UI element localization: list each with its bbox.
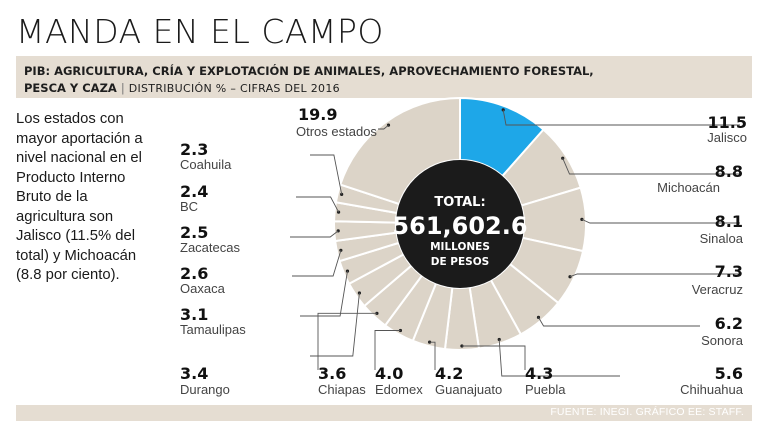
leader-line-coahuila: [310, 154, 343, 195]
leader-dot-chiapas: [375, 311, 379, 315]
leader-line-otros-estados: [378, 124, 389, 130]
value-label-chihuahua: 5.6: [715, 364, 743, 383]
category-label-coahuila: Coahuila: [180, 157, 232, 172]
value-label-edomex: 4.0: [375, 364, 403, 383]
center-total: 561,602.6: [392, 212, 527, 240]
leader-line-chiapas: [317, 312, 377, 370]
leader-line-veracruz: [569, 273, 740, 278]
leader-dot-edomex: [398, 328, 403, 333]
category-label-puebla: Puebla: [525, 382, 566, 397]
center-label: TOTAL:: [434, 195, 485, 210]
center-disc: [396, 160, 524, 288]
value-label-zacatecas: 2.5: [180, 223, 208, 242]
leader-line-durango: [310, 292, 360, 357]
value-label-coahuila: 2.3: [180, 140, 208, 159]
category-label-edomex: Edomex: [375, 382, 423, 397]
category-label-chihuahua: Chihuahua: [680, 382, 744, 397]
center-disc-group: TOTAL: 561,602.6 MILLONES DE PESOS: [392, 160, 528, 288]
value-label-durango: 3.4: [180, 364, 208, 383]
slices-layer: [333, 96, 587, 351]
leader-line-michoacan: [562, 158, 740, 175]
value-label-puebla: 4.3: [525, 364, 553, 383]
leader-line-guanajuato: [429, 341, 436, 370]
leader-line-oaxaca: [292, 250, 342, 277]
category-label-tamaulipas: Tamaulipas: [180, 322, 246, 337]
category-label-zacatecas: Zacatecas: [180, 240, 240, 255]
leader-lines-layer: [290, 108, 740, 377]
value-label-bc: 2.4: [180, 182, 208, 201]
center-unit-2: DE PESOS: [431, 256, 489, 268]
value-label-tamaulipas: 3.1: [180, 305, 208, 324]
category-label-michoacan: Michoacán: [657, 180, 720, 195]
category-label-bc: BC: [180, 199, 198, 214]
subtitle-note: DISTRIBUCIÓN % – CIFRAS DEL 2016: [128, 82, 340, 95]
value-label-jalisco: 11.5: [708, 113, 747, 132]
category-label-jalisco: Jalisco: [707, 130, 747, 145]
sidebar-text: Los estados con mayor aportación a nivel…: [16, 111, 143, 283]
category-label-sonora: Sonora: [701, 333, 744, 348]
center-unit-1: MILLONES: [430, 241, 490, 253]
leader-line-bc: [296, 196, 339, 213]
value-label-sinaloa: 8.1: [715, 212, 743, 231]
leader-line-puebla: [461, 345, 526, 370]
subtitle-line-2: PESCA Y CAZA | DISTRIBUCIÓN % – CIFRAS DEL…: [24, 80, 752, 97]
subtitle-separator: |: [120, 81, 125, 95]
subtitle-text-2: PESCA Y CAZA: [24, 81, 117, 95]
category-label-sinaloa: Sinaloa: [700, 231, 744, 246]
category-label-guanajuato: Guanajuato: [435, 382, 502, 397]
category-label-veracruz: Veracruz: [692, 282, 743, 297]
value-label-chiapas: 3.6: [318, 364, 346, 383]
leader-line-sonora: [538, 317, 700, 327]
category-label-otros-estados: Otros estados: [296, 124, 377, 139]
leader-line-jalisco: [502, 109, 740, 126]
leader-line-edomex: [374, 330, 401, 370]
leader-line-tamaulipas: [300, 271, 348, 317]
value-label-oaxaca: 2.6: [180, 264, 208, 283]
chart-title: MANDA EN EL CAMPO: [16, 12, 384, 51]
leader-line-zacatecas: [290, 230, 339, 238]
leader-line-chihuahua: [498, 339, 620, 377]
subtitle-line-1: PIB: AGRICULTURA, CRÍA Y EXPLOTACIÓN DE …: [24, 63, 752, 80]
value-label-veracruz: 7.3: [715, 262, 743, 281]
value-label-michoacan: 8.8: [715, 162, 743, 181]
value-label-sonora: 6.2: [715, 314, 743, 333]
leader-dot-coahuila: [340, 192, 344, 196]
leader-dot-oaxaca: [339, 248, 343, 252]
value-label-guanajuato: 4.2: [435, 364, 463, 383]
category-label-durango: Durango: [180, 382, 230, 397]
subtitle-band: PIB: AGRICULTURA, CRÍA Y EXPLOTACIÓN DE …: [16, 56, 752, 98]
category-label-oaxaca: Oaxaca: [180, 281, 226, 296]
value-label-otros-estados: 19.9: [298, 105, 337, 124]
source-note: FUENTE: INEGI. GRÁFICO EE: STAFF.: [16, 405, 752, 421]
subtitle-text: PIB: AGRICULTURA, CRÍA Y EXPLOTACIÓN DE …: [24, 64, 594, 78]
leader-line-sinaloa: [581, 218, 740, 224]
category-label-chiapas: Chiapas: [318, 382, 366, 397]
